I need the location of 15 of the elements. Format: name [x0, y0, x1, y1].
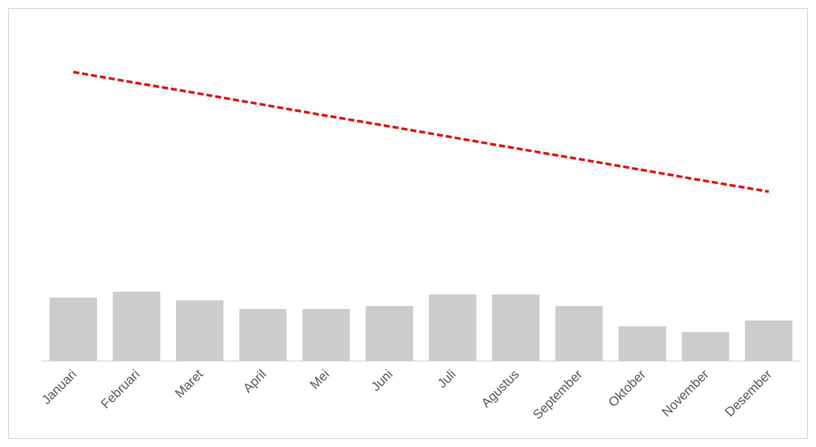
x-tick-label: Juli — [434, 366, 459, 391]
bar — [176, 300, 224, 361]
bar — [239, 308, 287, 361]
bar — [112, 292, 160, 361]
bar — [555, 306, 603, 361]
bar — [428, 294, 476, 361]
bar — [745, 320, 792, 361]
bar — [682, 332, 730, 361]
x-tick-label: Mei — [306, 366, 332, 392]
bar — [50, 297, 97, 361]
bar — [302, 308, 350, 361]
bar — [618, 326, 666, 361]
bar — [366, 306, 414, 361]
bar — [492, 294, 540, 361]
x-tick-label: Juni — [368, 366, 396, 394]
